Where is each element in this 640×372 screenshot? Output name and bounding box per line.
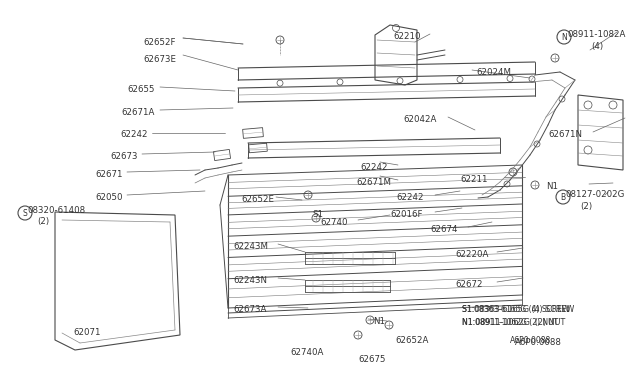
Text: 62673E: 62673E <box>143 55 176 64</box>
Text: 62243N: 62243N <box>233 276 267 285</box>
Text: 62652A: 62652A <box>395 336 428 345</box>
Text: S1: S1 <box>312 210 323 219</box>
Circle shape <box>556 190 570 204</box>
Text: 62652F: 62652F <box>143 38 176 47</box>
Circle shape <box>18 206 32 220</box>
Text: 62242: 62242 <box>396 193 424 202</box>
Text: 62674: 62674 <box>430 225 458 234</box>
Text: 62652E: 62652E <box>241 195 274 204</box>
Text: 62655: 62655 <box>127 85 155 94</box>
Text: 62740A: 62740A <box>290 348 323 357</box>
Text: 62024M: 62024M <box>476 68 511 77</box>
Text: 62242: 62242 <box>120 130 148 139</box>
Text: N1: N1 <box>373 317 385 326</box>
Text: 62675: 62675 <box>358 355 385 364</box>
Text: 62671: 62671 <box>95 170 123 179</box>
Text: 62042A: 62042A <box>403 115 436 124</box>
Text: 08320-61408: 08320-61408 <box>27 206 85 215</box>
Text: 62211: 62211 <box>460 175 488 184</box>
Text: 62016F: 62016F <box>390 210 422 219</box>
Text: A6P0·0088: A6P0·0088 <box>510 336 551 345</box>
Text: 62740: 62740 <box>320 218 348 227</box>
Text: 62050: 62050 <box>95 193 123 202</box>
Text: 62243M: 62243M <box>233 242 268 251</box>
Text: (2): (2) <box>580 202 592 211</box>
Text: N: N <box>561 32 567 42</box>
Text: N1:08911-1062G (2) NUT: N1:08911-1062G (2) NUT <box>462 318 558 327</box>
Circle shape <box>557 30 571 44</box>
Text: S: S <box>22 208 28 218</box>
Text: 62672: 62672 <box>455 280 483 289</box>
Text: S1:08363-6165G (4) SCREW: S1:08363-6165G (4) SCREW <box>462 305 574 314</box>
Text: 62210: 62210 <box>393 32 420 41</box>
Text: 62673A: 62673A <box>233 305 266 314</box>
Text: 62671N: 62671N <box>548 130 582 139</box>
Text: (4): (4) <box>591 42 603 51</box>
Text: S1:08363-6165G (4) SCREW: S1:08363-6165G (4) SCREW <box>462 305 570 314</box>
Text: 08911-1082A: 08911-1082A <box>567 30 625 39</box>
Text: 62673: 62673 <box>111 152 138 161</box>
Text: 08127-0202G: 08127-0202G <box>565 190 625 199</box>
Text: 62242: 62242 <box>360 163 387 172</box>
Text: A6P0:0088: A6P0:0088 <box>515 338 562 347</box>
Text: (2): (2) <box>37 217 49 226</box>
Text: 62220A: 62220A <box>455 250 488 259</box>
Text: N1:08911-1062G  (2) NUT: N1:08911-1062G (2) NUT <box>462 318 565 327</box>
Text: B: B <box>561 192 566 202</box>
Text: 62671A: 62671A <box>122 108 155 117</box>
Text: N1: N1 <box>546 182 558 191</box>
Text: 62071: 62071 <box>73 328 100 337</box>
Text: 62671M: 62671M <box>356 178 391 187</box>
